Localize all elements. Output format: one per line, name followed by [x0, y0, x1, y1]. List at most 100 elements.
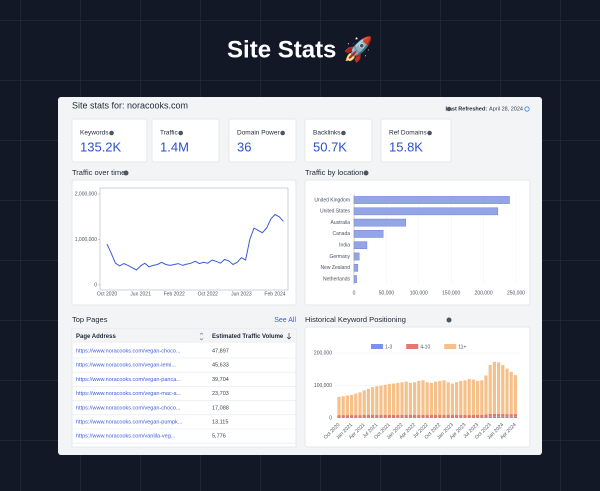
bar-segment	[421, 417, 425, 418]
bar-segment	[438, 414, 442, 418]
bar-segment	[446, 382, 450, 415]
bar-segment	[375, 414, 379, 418]
metric-value: 135.2K	[80, 139, 122, 154]
metric-card	[304, 118, 373, 163]
y-tick-label: Germany	[329, 254, 350, 260]
bar-segment	[396, 414, 400, 418]
y-tick-label: New Zealand	[321, 265, 351, 271]
bar	[353, 196, 510, 204]
page-url[interactable]: https://www.noracooks.com/vanilla-veg...	[76, 434, 176, 440]
y-tick-label: 2,000,000	[75, 191, 97, 197]
bar-segment	[484, 414, 488, 418]
bar-segment	[455, 414, 459, 418]
legend-label: 1-3	[385, 344, 392, 350]
metric-cards: Keywords 135.2K Traffic 1.4M Domain Power 36 B…	[71, 118, 452, 163]
bar-segment	[501, 413, 505, 417]
legend-swatch	[444, 344, 457, 349]
bar-segment	[497, 413, 501, 417]
y-tick-label: 0	[94, 282, 97, 288]
bar-segment	[341, 417, 345, 418]
refresh-icon[interactable]	[524, 106, 530, 112]
bar-segment	[375, 386, 379, 415]
bar-segment	[429, 414, 433, 418]
bar-segment	[459, 380, 463, 415]
metric-label: Ref Domains	[389, 130, 427, 137]
bar-segment	[354, 417, 358, 418]
metric-label: Backlinks	[313, 130, 341, 137]
bar-segment	[366, 417, 370, 418]
bar-segment	[350, 417, 354, 418]
info-icon	[427, 130, 432, 136]
bar-segment	[350, 415, 354, 418]
y-tick-label: 200,000	[314, 350, 332, 356]
bar-segment	[509, 414, 513, 417]
sort-icon[interactable]	[199, 332, 204, 341]
bar-segment	[337, 396, 341, 416]
bar-segment	[488, 416, 492, 418]
bar-segment	[404, 381, 408, 415]
bar-segment	[417, 417, 421, 418]
bar-segment	[387, 417, 391, 418]
bar	[353, 275, 357, 283]
bar-segment	[362, 390, 366, 415]
bar-segment	[455, 417, 459, 418]
x-tick-label: Feb 2024	[264, 291, 285, 297]
see-all-link[interactable]: See All	[274, 317, 296, 324]
chart-title: Traffic by location	[305, 168, 363, 177]
page-url[interactable]: https://www.noracooks.com/vegan-mac-a...	[76, 391, 182, 397]
bar-segment	[345, 395, 349, 416]
y-tick-label: Canada	[332, 231, 350, 237]
bar	[353, 218, 407, 227]
bar-segment	[425, 414, 429, 418]
bar-segment	[434, 381, 438, 415]
bar-segment	[413, 414, 417, 418]
metric-card	[380, 118, 452, 163]
bar-segment	[404, 414, 408, 418]
info-icon[interactable]	[123, 170, 129, 176]
bar-segment	[396, 382, 400, 415]
y-tick-label: Netherlands	[323, 276, 350, 282]
page-url[interactable]: https://www.noracooks.com/vegan-choco...	[76, 348, 181, 354]
bar-segment	[476, 380, 480, 415]
bar-segment	[459, 414, 463, 418]
bar-segment	[497, 362, 501, 414]
bar-segment	[413, 382, 417, 415]
bar-segment	[446, 417, 450, 418]
y-tick-label: United States	[320, 209, 351, 215]
metric-card	[151, 118, 220, 163]
bar-segment	[505, 416, 509, 418]
page-url[interactable]: https://www.noracooks.com/vegan-panca...	[76, 377, 181, 383]
info-icon[interactable]	[446, 317, 452, 323]
bar-segment	[463, 414, 467, 418]
bar	[353, 252, 360, 261]
bar-segment	[362, 417, 366, 418]
bar-segment	[476, 414, 480, 418]
bar-segment	[392, 414, 396, 418]
bar-segment	[358, 392, 362, 416]
bar-segment	[484, 417, 488, 418]
bar-segment	[438, 380, 442, 415]
info-icon[interactable]	[446, 106, 452, 112]
bar-segment	[488, 365, 492, 414]
bar-segment	[471, 379, 475, 415]
page-url[interactable]: https://www.noracooks.com/vegan-lemi...	[76, 363, 176, 369]
bar-segment	[425, 382, 429, 415]
page-url[interactable]: https://www.noracooks.com/vegan-choco...	[76, 405, 181, 411]
bar-segment	[497, 416, 501, 418]
traffic-volume: 5,776	[212, 434, 226, 440]
bar-segment	[471, 417, 475, 418]
bar-segment	[408, 417, 412, 418]
x-tick-label: 200,000	[475, 290, 493, 296]
metric-label: Traffic	[160, 130, 178, 137]
bar-segment	[337, 415, 341, 418]
page-url[interactable]: https://www.noracooks.com/vegan-pumpk...	[76, 419, 183, 425]
bar-segment	[379, 385, 383, 415]
bar-segment	[480, 414, 484, 418]
x-tick-label: 150,000	[442, 290, 460, 296]
info-icon[interactable]	[363, 170, 369, 176]
bar-segment	[371, 387, 375, 415]
sort-icon[interactable]	[286, 333, 292, 340]
bar-segment	[392, 383, 396, 415]
traffic-volume: 23,703	[212, 391, 229, 397]
bar-segment	[371, 417, 375, 418]
